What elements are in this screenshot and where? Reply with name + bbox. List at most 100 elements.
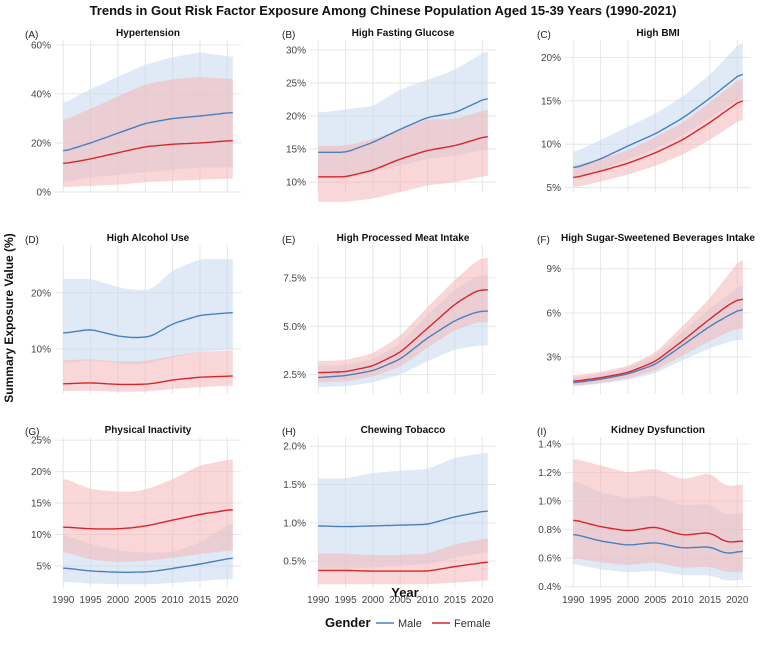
y-tick-label: 10% <box>31 530 51 541</box>
male-series-line <box>573 73 744 169</box>
y-tick-label: 1.0% <box>538 497 561 508</box>
panel-7: (G) Physical Inactivity 5% 10% 15% 20% 25% 1990… <box>25 425 241 606</box>
female-series-line <box>63 140 233 164</box>
female-series-line <box>573 298 743 382</box>
female-series-line <box>318 289 488 374</box>
x-tick-label: 2020 <box>471 595 494 606</box>
legend-female-label: Female <box>454 618 491 630</box>
y-tick-label: 20% <box>286 112 306 123</box>
x-tick-label: 2010 <box>416 595 439 606</box>
male-series-line <box>318 98 488 153</box>
female-series-line <box>318 136 488 178</box>
y-tick-label: 10% <box>541 140 561 151</box>
y-tick-label: 15% <box>541 96 561 107</box>
x-tick-label: 1990 <box>562 595 585 606</box>
male-series-line <box>318 310 488 379</box>
panel-title: High Processed Meat Intake <box>337 233 470 244</box>
panel-6: (F) High Sugar-Sweetened Beverages Intake… <box>537 233 755 394</box>
panel-title: High Alcohol Use <box>107 233 190 244</box>
male-uncertainty-band <box>318 452 488 569</box>
male-uncertainty-band <box>63 259 233 365</box>
panel-1: (A) Hypertension 0% 20% 40% 60% <box>25 28 241 199</box>
y-tick-label: 30% <box>286 45 306 56</box>
female-uncertainty-band <box>573 78 743 187</box>
y-tick-label: 20% <box>31 138 51 149</box>
panels: (A) Hypertension 0% 20% 40% 60% (B) High Fastin… <box>25 28 755 606</box>
y-tick-label: 0.5% <box>283 557 306 568</box>
panel-title: Kidney Dysfunction <box>611 425 705 436</box>
y-tick-label: 10% <box>286 178 306 189</box>
y-tick-label: 15% <box>286 145 306 156</box>
female-uncertainty-band <box>63 459 233 562</box>
y-tick-label: 15% <box>31 499 51 510</box>
x-tick-label: 2005 <box>134 595 157 606</box>
y-tick-label: 25% <box>31 436 51 447</box>
y-tick-label: 2.0% <box>283 442 306 453</box>
panel-title: High BMI <box>636 28 680 39</box>
y-tick-label: 6% <box>547 308 562 319</box>
y-tick-label: 40% <box>31 89 51 100</box>
female-uncertainty-band <box>573 459 743 573</box>
y-tick-label: 0.4% <box>538 582 561 593</box>
x-tick-label: 1995 <box>334 595 357 606</box>
panel-tag: (H) <box>282 427 296 438</box>
x-tick-label: 2015 <box>444 595 467 606</box>
male-series-line <box>63 111 233 152</box>
y-tick-label: 20% <box>541 53 561 64</box>
panel-title: Hypertension <box>116 28 180 39</box>
male-series-line <box>318 510 488 528</box>
panel-tag: (E) <box>282 235 295 246</box>
panel-title: Chewing Tobacco <box>361 425 446 436</box>
x-tick-label: 2015 <box>189 595 212 606</box>
y-tick-label: 10% <box>31 345 51 356</box>
panel-5: (E) High Processed Meat Intake 2.5% 5.0% 7.5… <box>282 233 496 394</box>
female-uncertainty-band <box>318 257 488 383</box>
x-tick-label: 2005 <box>389 595 412 606</box>
female-series-line <box>63 375 233 386</box>
y-tick-label: 0.8% <box>538 525 561 536</box>
y-tick-label: 1.0% <box>283 518 306 529</box>
legend-title: Gender <box>325 615 371 630</box>
panel-tag: (D) <box>25 235 39 246</box>
legend: Gender Male Female <box>325 615 491 630</box>
x-tick-label: 1990 <box>52 595 75 606</box>
panel-8: (H) Chewing Tobacco 0.5% 1.0% 1.5% 2.0% 1990 19… <box>282 425 496 606</box>
x-tick-label: 2010 <box>161 595 184 606</box>
x-tick-label: 2020 <box>726 595 749 606</box>
y-tick-label: 60% <box>31 40 51 51</box>
panel-tag: (C) <box>537 30 551 41</box>
female-series-line <box>318 561 488 572</box>
panel-tag: (A) <box>25 30 38 41</box>
panel-tag: (F) <box>537 235 550 246</box>
panel-tag: (I) <box>537 427 546 438</box>
figure-title: Trends in Gout Risk Factor Exposure Amon… <box>90 3 677 18</box>
x-axis-label: Year <box>391 585 418 600</box>
panel-9: (I) Kidney Dysfunction 0.4% 0.6% 0.8% 1.0% 1.2… <box>537 425 751 606</box>
y-tick-label: 0% <box>37 188 52 199</box>
panel-3: (C) High BMI 5% 10% 15% 20% <box>537 28 751 194</box>
x-tick-label: 1990 <box>307 595 330 606</box>
y-tick-label: 20% <box>31 467 51 478</box>
x-tick-label: 2000 <box>617 595 640 606</box>
y-tick-label: 3% <box>547 353 562 364</box>
female-uncertainty-band <box>318 110 488 202</box>
female-uncertainty-band <box>573 260 743 386</box>
x-tick-label: 2020 <box>216 595 239 606</box>
y-tick-label: 1.2% <box>538 468 561 479</box>
panel-2: (B) High Fasting Glucose 10% 15% 20% 25% 30% <box>282 28 496 202</box>
y-tick-label: 2.5% <box>283 370 306 381</box>
female-uncertainty-band <box>63 350 233 392</box>
female-series-line <box>573 519 743 543</box>
x-tick-label: 2005 <box>644 595 667 606</box>
male-uncertainty-band <box>573 42 743 179</box>
y-tick-label: 25% <box>286 78 306 89</box>
x-tick-label: 2000 <box>107 595 130 606</box>
y-tick-label: 1.4% <box>538 440 561 451</box>
panel-4: (D) High Alcohol Use 10% 20% <box>25 233 241 394</box>
y-tick-label: 5% <box>37 561 52 572</box>
male-series-line <box>63 312 233 339</box>
panel-title: High Sugar-Sweetened Beverages Intake <box>561 233 755 244</box>
x-tick-label: 2000 <box>362 595 385 606</box>
y-tick-label: 1.5% <box>283 480 306 491</box>
